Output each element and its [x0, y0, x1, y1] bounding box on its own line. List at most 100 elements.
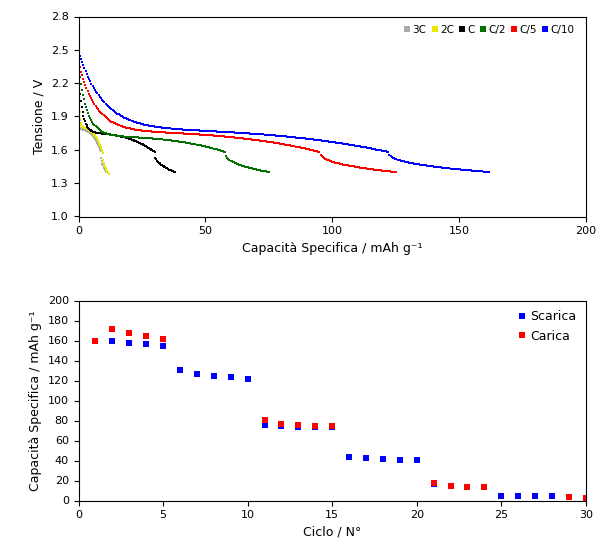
- 3C: [95, 143, 103, 150]
- C/5: [392, 169, 399, 175]
- C: [141, 142, 149, 149]
- 3C: [91, 135, 98, 142]
- C: [168, 167, 175, 174]
- Line: C: C: [77, 73, 176, 173]
- Legend: 3C, 2C, C, C/2, C/5, C/10: 3C, 2C, C, C/2, C/5, C/10: [404, 24, 576, 36]
- Legend: Scarica, Carica: Scarica, Carica: [516, 307, 580, 346]
- 2C: [82, 125, 89, 131]
- C/2: [244, 164, 251, 170]
- C/10: [318, 137, 325, 144]
- 3C: [99, 161, 106, 167]
- Carica: [92, 337, 99, 344]
- 3C: [97, 146, 104, 153]
- 3C: [92, 136, 99, 143]
- 3C: [96, 145, 103, 151]
- C/2: [78, 86, 85, 93]
- X-axis label: Capacità Specifica / mAh g⁻¹: Capacità Specifica / mAh g⁻¹: [242, 242, 422, 255]
- Carica: [447, 482, 454, 489]
- Scarica: [413, 456, 420, 463]
- 3C: [80, 127, 88, 134]
- 3C: [100, 163, 107, 170]
- 3C: [94, 141, 101, 147]
- Scarica: [532, 492, 539, 499]
- C/2: [75, 67, 82, 73]
- 3C: [77, 122, 84, 128]
- Scarica: [379, 455, 387, 462]
- Scarica: [447, 482, 454, 489]
- Scarica: [176, 366, 184, 373]
- Carica: [143, 332, 150, 339]
- C/10: [480, 168, 487, 175]
- 2C: [102, 165, 109, 172]
- Carica: [159, 335, 167, 342]
- 3C: [97, 148, 104, 155]
- 2C: [80, 124, 88, 131]
- Scarica: [498, 492, 505, 499]
- 3C: [89, 131, 96, 138]
- C/10: [486, 169, 493, 175]
- C/2: [265, 169, 272, 175]
- C: [151, 148, 158, 155]
- Scarica: [92, 337, 99, 344]
- 3C: [103, 169, 110, 175]
- 3C: [101, 166, 108, 173]
- 3C: [100, 165, 108, 172]
- Scarica: [396, 456, 403, 463]
- 3C: [83, 128, 90, 134]
- Line: Scarica: Scarica: [92, 337, 590, 501]
- C/2: [114, 133, 121, 139]
- C/2: [147, 135, 155, 142]
- C/5: [336, 161, 344, 167]
- Scarica: [548, 492, 556, 499]
- 3C: [77, 124, 85, 131]
- 3C: [83, 128, 91, 134]
- Scarica: [362, 454, 370, 461]
- C/10: [184, 126, 191, 133]
- 3C: [84, 128, 91, 135]
- 3C: [92, 137, 100, 144]
- 3C: [98, 158, 106, 165]
- Scarica: [210, 372, 217, 379]
- 3C: [91, 134, 98, 141]
- Line: C/2: C/2: [77, 69, 270, 173]
- 3C: [82, 127, 89, 134]
- 3C: [88, 131, 95, 138]
- Scarica: [109, 337, 116, 344]
- Scarica: [312, 423, 319, 430]
- C/10: [75, 49, 82, 56]
- 3C: [93, 138, 100, 145]
- C/2: [259, 168, 266, 174]
- C: [95, 130, 103, 136]
- C/2: [97, 128, 104, 134]
- Line: C/10: C/10: [77, 51, 490, 173]
- Scarica: [329, 423, 336, 430]
- Scarica: [261, 421, 268, 428]
- 3C: [82, 127, 89, 134]
- 3C: [78, 125, 85, 132]
- C/5: [339, 161, 346, 168]
- 3C: [79, 126, 86, 133]
- X-axis label: Ciclo / N°: Ciclo / N°: [303, 526, 361, 539]
- Scarica: [295, 423, 302, 430]
- 3C: [87, 130, 94, 136]
- 3C: [85, 129, 92, 135]
- 3C: [101, 167, 109, 174]
- 3C: [90, 133, 97, 140]
- 3C: [102, 168, 109, 174]
- Carica: [464, 483, 471, 490]
- 3C: [86, 129, 94, 136]
- Carica: [565, 493, 573, 500]
- 3C: [90, 134, 97, 140]
- Scarica: [244, 375, 251, 382]
- Y-axis label: Tensione / V: Tensione / V: [33, 79, 45, 154]
- 2C: [79, 123, 86, 129]
- 3C: [79, 126, 86, 133]
- 3C: [75, 82, 82, 89]
- Scarica: [126, 339, 133, 346]
- 3C: [100, 162, 107, 169]
- Carica: [329, 422, 336, 429]
- Y-axis label: Capacità Specifica / mAh g⁻¹: Capacità Specifica / mAh g⁻¹: [29, 310, 42, 491]
- 3C: [94, 140, 101, 146]
- 3C: [80, 126, 87, 133]
- C: [101, 130, 108, 137]
